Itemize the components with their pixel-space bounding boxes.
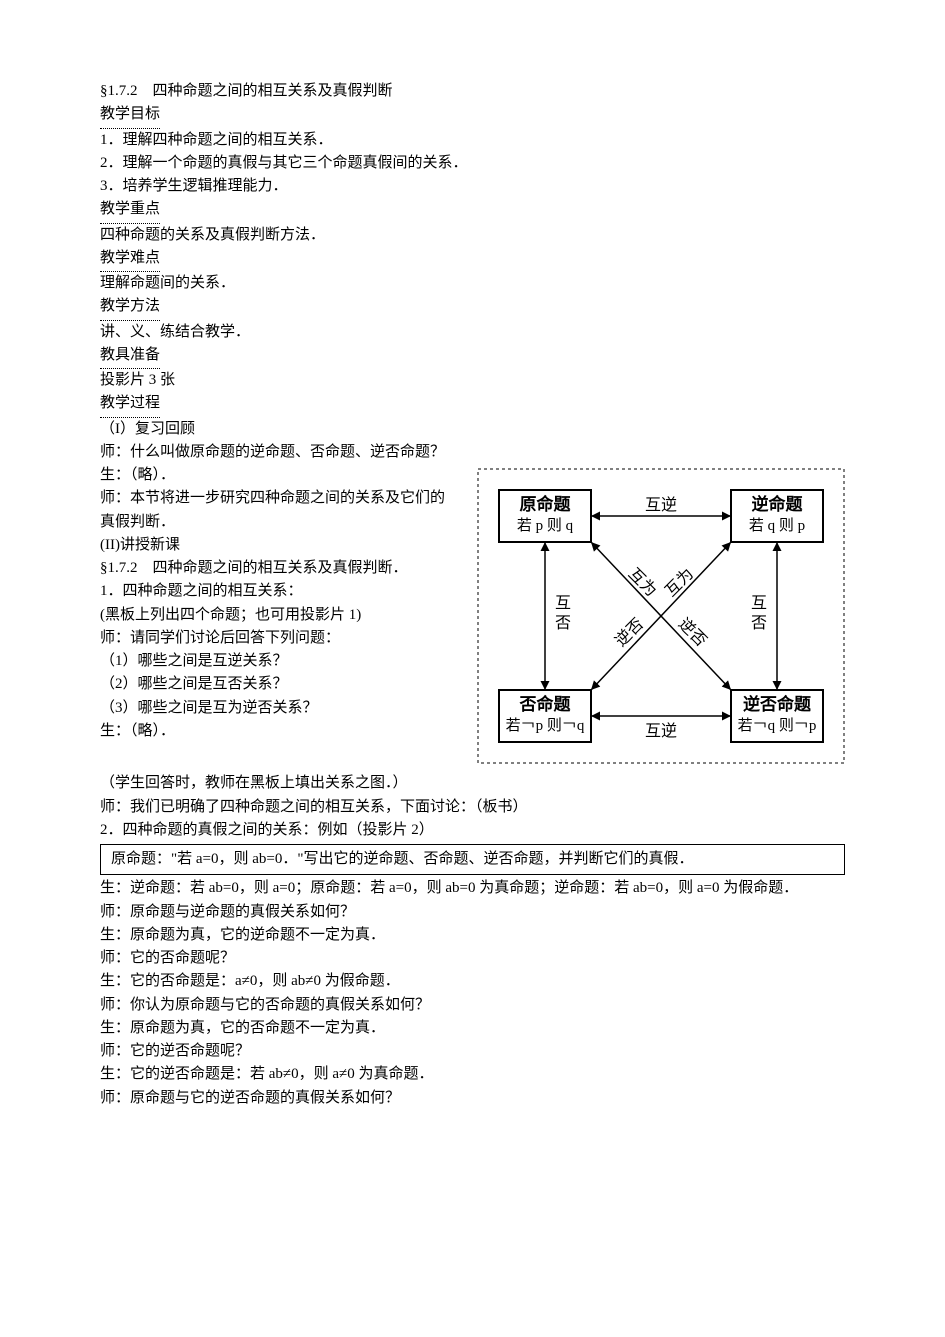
point-2: 2．四种命题的真假之间的关系：例如（投影片 2） — [100, 819, 845, 842]
example-text: 原命题："若 a=0，则 ab=0．"写出它的逆命题、否命题、逆否命题，并判断它… — [111, 851, 693, 867]
svg-text:互逆: 互逆 — [645, 496, 677, 514]
svg-text:否: 否 — [751, 615, 767, 632]
question-2: （2）哪些之间是互否关系？ — [100, 673, 459, 696]
step-1-title: （I）复习回顾 — [100, 418, 845, 441]
svg-text:否: 否 — [555, 615, 571, 632]
dialog-d4: 师：它的否命题呢？ — [100, 947, 845, 970]
dialog-t2: 生：（略）． — [100, 464, 459, 487]
prep-text: 投影片 3 张 — [100, 369, 845, 392]
svg-text:逆否: 逆否 — [612, 615, 647, 650]
dialog-d5: 生：它的否命题是：a≠0，则 ab≠0 为假命题． — [100, 970, 845, 993]
question-3: （3）哪些之间是互为逆否关系？ — [100, 697, 459, 720]
note: （学生回答时，教师在黑板上填出关系之图．） — [100, 772, 845, 795]
heading-process: 教学过程 — [100, 392, 160, 417]
svg-text:逆否: 逆否 — [675, 615, 710, 650]
dialog-d10: 师：原命题与它的逆否命题的真假关系如何？ — [100, 1087, 845, 1110]
dialog-t1: 师：什么叫做原命题的逆命题、否命题、逆否命题？ — [100, 441, 845, 464]
svg-text:互为: 互为 — [662, 565, 697, 600]
question-1: （1）哪些之间是互逆关系？ — [100, 650, 459, 673]
dialog-d8: 师：它的逆否命题呢？ — [100, 1040, 845, 1063]
dialog-d3: 生：原命题为真，它的逆命题不一定为真． — [100, 924, 845, 947]
svg-text:否命题: 否命题 — [519, 694, 572, 714]
section-title: §1.7.2 四种命题之间的相互关系及真假判断 — [100, 80, 845, 103]
relation-diagram: 原命题若 p 则 q 逆命题若 q 则 p 否命题若￢p 则￢q 逆否命题若￢q 则￢… — [477, 468, 845, 772]
point-1c: 师：请同学们讨论后回答下列问题： — [100, 627, 459, 650]
wrap-block: 原命题若 p 则 q 逆命题若 q 则 p 否命题若￢p 则￢q 逆否命题若￢q 则￢… — [100, 464, 845, 772]
dialog-d1: 生：逆命题：若 ab=0，则 a=0；原命题：若 a=0，则 ab=0 为真命题… — [100, 877, 845, 900]
goal-1: 1．理解四种命题之间的相互关系． — [100, 129, 845, 152]
dialog-t3: 师：本节将进一步研究四种命题之间的关系及它们的真假判断． — [100, 487, 459, 534]
dialog-d7: 生：原命题为真，它的否命题不一定为真． — [100, 1017, 845, 1040]
svg-text:若￢q 则￢p: 若￢q 则￢p — [738, 717, 817, 734]
point-1: 1．四种命题之间的相互关系： — [100, 580, 459, 603]
point-2a: 师：我们已明确了四种命题之间的相互关系，下面讨论：（板书） — [100, 796, 845, 819]
point-1b: (黑板上列出四个命题；也可用投影片 1) — [100, 604, 459, 627]
method-text: 讲、义、练结合教学． — [100, 321, 845, 344]
svg-text:若￢p 则￢q: 若￢p 则￢q — [506, 717, 585, 734]
svg-text:原命题: 原命题 — [520, 494, 572, 514]
dialog-d9: 生：它的逆否命题是：若 ab≠0，则 a≠0 为真命题． — [100, 1063, 845, 1086]
relation-diagram-svg: 原命题若 p 则 q 逆命题若 q 则 p 否命题若￢p 则￢q 逆否命题若￢q 则￢… — [477, 468, 845, 764]
subsection-title: §1.7.2 四种命题之间的相互关系及真假判断． — [100, 557, 459, 580]
step-2-title: (II)讲授新课 — [100, 534, 459, 557]
svg-text:逆命题: 逆命题 — [752, 494, 804, 514]
focus-text: 四种命题的关系及真假判断方法． — [100, 224, 845, 247]
answer: 生：（略）． — [100, 720, 459, 743]
svg-text:互: 互 — [751, 595, 767, 612]
svg-text:互为: 互为 — [625, 565, 660, 600]
heading-prep: 教具准备 — [100, 344, 160, 369]
svg-text:互逆: 互逆 — [645, 722, 677, 740]
left-column: 生：（略）． 师：本节将进一步研究四种命题之间的关系及它们的真假判断． (II)… — [100, 464, 459, 743]
heading-difficulty: 教学难点 — [100, 247, 160, 272]
goal-3: 3．培养学生逻辑推理能力． — [100, 175, 845, 198]
heading-goal: 教学目标 — [100, 103, 160, 128]
svg-text:若 q 则 p: 若 q 则 p — [749, 517, 805, 534]
dialog-d2: 师：原命题与逆命题的真假关系如何？ — [100, 901, 845, 924]
heading-method: 教学方法 — [100, 295, 160, 320]
dialog-d6: 师：你认为原命题与它的否命题的真假关系如何？ — [100, 994, 845, 1017]
svg-text:逆否命题: 逆否命题 — [743, 694, 812, 714]
svg-text:若 p 则 q: 若 p 则 q — [517, 517, 574, 534]
difficulty-text: 理解命题间的关系． — [100, 272, 845, 295]
svg-text:互: 互 — [555, 595, 571, 612]
heading-focus: 教学重点 — [100, 198, 160, 223]
goal-2: 2．理解一个命题的真假与其它三个命题真假间的关系． — [100, 152, 845, 175]
example-box: 原命题："若 a=0，则 ab=0．"写出它的逆命题、否命题、逆否命题，并判断它… — [100, 844, 845, 875]
document-page: §1.7.2 四种命题之间的相互关系及真假判断 教学目标 1．理解四种命题之间的… — [0, 0, 945, 1170]
